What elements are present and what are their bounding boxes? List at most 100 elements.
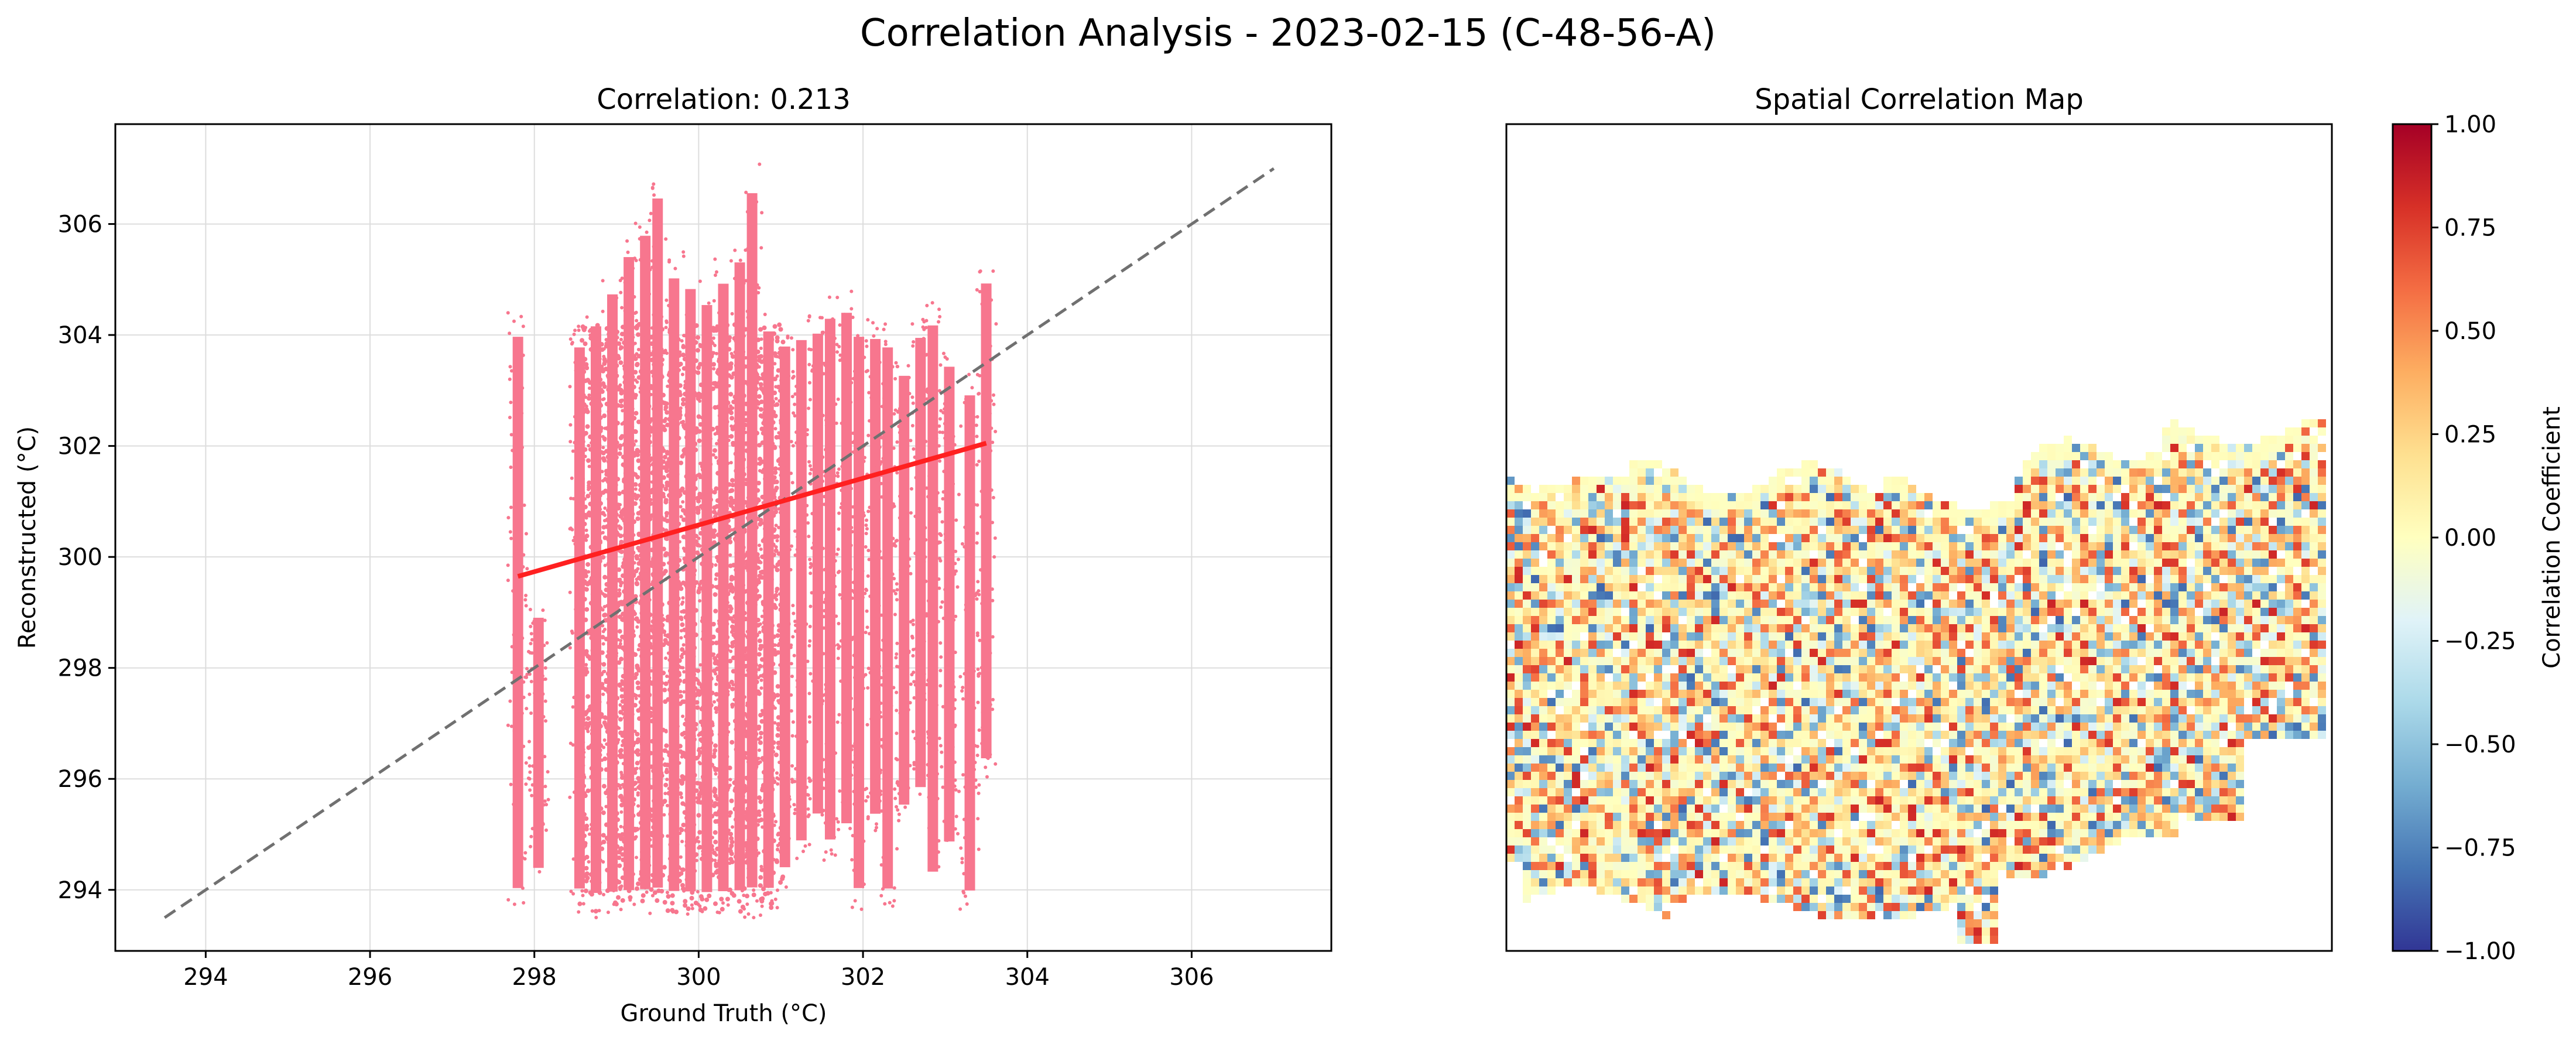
scatter-point [704, 440, 710, 445]
scatter-point [598, 377, 603, 382]
scatter-point [986, 704, 990, 708]
scatter-point [713, 840, 718, 845]
scatter-point [840, 356, 844, 360]
scatter-point [679, 615, 684, 621]
scatter-point [970, 483, 974, 487]
scatter-point [635, 663, 640, 669]
scatter-point [607, 479, 612, 484]
scatter-point [608, 810, 613, 815]
scatter-point [952, 569, 956, 573]
scatter-point [777, 841, 783, 847]
scatter-point [634, 439, 638, 443]
scatter-point [533, 798, 537, 802]
scatter-point [939, 533, 943, 538]
scatter-point [700, 464, 705, 469]
scatter-point [683, 379, 687, 384]
scatter-point [821, 758, 825, 762]
scatter-point [529, 711, 533, 716]
scatter-point [612, 597, 618, 602]
scatter-point [693, 539, 698, 544]
scatter-point [673, 380, 679, 385]
scatter-point [849, 487, 853, 491]
scatter-point [694, 858, 698, 862]
scatter-point [938, 430, 942, 434]
scatter-point [880, 744, 884, 748]
scatter-point [702, 635, 707, 641]
scatter-point [624, 884, 628, 888]
scatter-point [792, 653, 796, 658]
scatter-point [850, 905, 854, 909]
scatter-point [514, 838, 518, 843]
scatter-point [604, 790, 609, 796]
scatter-point [710, 635, 715, 640]
scatter-point [636, 668, 642, 673]
scatter-point [991, 440, 995, 444]
scatter-point [755, 761, 761, 766]
scatter-point [775, 732, 780, 738]
scatter-point [626, 778, 632, 783]
scatter-point [937, 556, 941, 560]
scatter-point [808, 797, 812, 801]
scatter-point [953, 651, 957, 655]
scatter-point [690, 594, 694, 598]
scatter-point [876, 736, 880, 740]
scatter-point [785, 668, 789, 672]
scatter-point [745, 635, 751, 640]
scatter-point [910, 634, 914, 638]
scatter-point [631, 407, 635, 411]
scatter-point [705, 450, 709, 454]
scatter-point [909, 571, 913, 576]
scatter-point [601, 783, 607, 789]
scatter-point [751, 690, 756, 695]
scatter-point [692, 668, 697, 673]
scatter-point [753, 673, 758, 678]
scatter-point [659, 354, 663, 358]
scatter-point [694, 852, 699, 857]
scatter-point [833, 573, 837, 577]
scatter-point [986, 423, 991, 427]
scatter-point [729, 679, 734, 684]
scatter-point [631, 266, 635, 271]
scatter-point [821, 778, 825, 782]
scatter-point [737, 434, 741, 438]
scatter-point [955, 831, 960, 836]
scatter-point [812, 541, 816, 545]
scatter-point [763, 497, 769, 502]
scatter-point [740, 725, 745, 730]
scatter-point [775, 534, 780, 539]
scatter-point [913, 683, 917, 687]
scatter-point [718, 291, 722, 295]
scatter-point [970, 515, 974, 519]
scatter-point [628, 895, 633, 900]
scatter-point [937, 838, 941, 843]
scatter-point [675, 368, 680, 374]
scatter-point [782, 634, 787, 639]
scatter-point [964, 608, 968, 612]
scatter-point [648, 635, 653, 640]
scatter-point [659, 833, 664, 838]
scatter-point [618, 703, 622, 707]
scatter-point [874, 822, 878, 826]
scatter-point [620, 573, 625, 579]
scatter-point [951, 680, 955, 684]
scatter-point [709, 844, 714, 849]
scatter-point [645, 646, 650, 651]
scatter-point [760, 904, 764, 908]
scatter-point [638, 509, 643, 515]
scatter-point [969, 544, 973, 548]
scatter-point [991, 269, 995, 273]
scatter-point [599, 470, 603, 474]
scatter-point [747, 421, 751, 425]
scatter-point [917, 563, 922, 567]
scatter-point [880, 738, 884, 742]
scatter-point [732, 697, 737, 701]
scatter-point [881, 855, 885, 860]
scatter-point [773, 593, 779, 598]
scatter-point [632, 902, 636, 906]
scatter-point [600, 389, 605, 394]
scatter-point [648, 911, 652, 915]
scatter-point [883, 557, 887, 561]
scatter-point [578, 697, 584, 703]
scatter-point [932, 441, 936, 445]
